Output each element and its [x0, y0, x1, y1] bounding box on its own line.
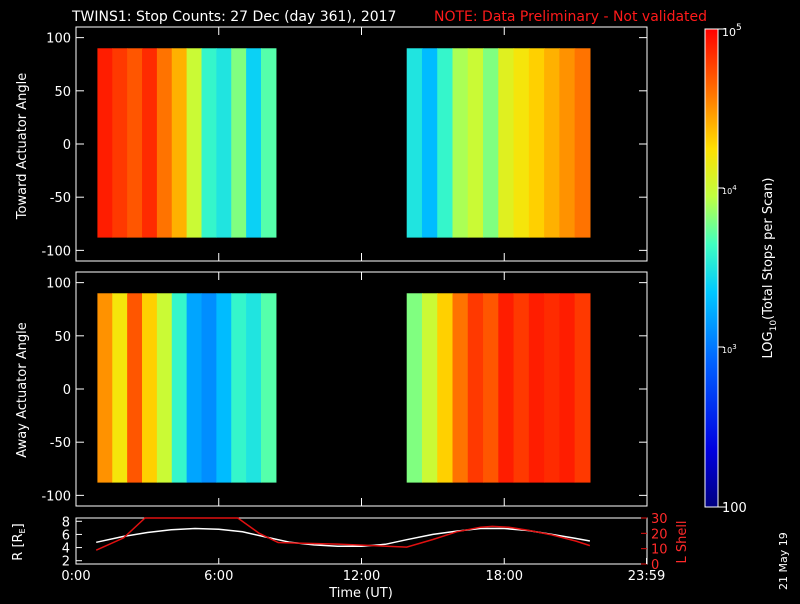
away-heatmap: [97, 293, 591, 483]
orbit-right-label: L Shell: [675, 520, 690, 563]
heatmap-cell: [112, 293, 128, 483]
side-date: 21 May 19: [777, 532, 790, 590]
heatmap-cell: [483, 48, 499, 238]
r-tick-label: 8: [62, 515, 70, 530]
heatmap-cell: [559, 293, 576, 483]
heatmap-cell: [231, 293, 247, 483]
toward-panel: 100 50 0 -50 -100 Toward Actuator Angle: [15, 26, 648, 262]
lshell-tick-label: 0: [651, 558, 659, 573]
heatmap-cell: [246, 48, 262, 238]
y-tick-label: -100: [41, 244, 71, 259]
heatmap-cell: [513, 48, 530, 238]
heatmap-cell: [127, 48, 143, 238]
y-tick-label: -50: [50, 436, 71, 451]
heatmap-cell: [97, 48, 113, 238]
heatmap-cell: [97, 293, 113, 483]
heatmap-cell: [421, 48, 438, 238]
heatmap-cell: [171, 293, 188, 483]
heatmap-cell: [186, 48, 203, 238]
heatmap-cell: [528, 48, 545, 238]
heatmap-cell: [452, 48, 469, 238]
heatmap-cell: [574, 293, 591, 483]
colorbar-mid-label: 104: [722, 184, 737, 196]
y-tick-label: 50: [54, 330, 71, 345]
heatmap-cell: [216, 293, 232, 483]
y-tick-label: -100: [41, 489, 71, 504]
time-tick-label: 0:00: [61, 569, 90, 584]
heatmap-cell: [574, 48, 591, 238]
lshell-line: [95, 517, 591, 551]
heatmap-cell: [559, 48, 576, 238]
heatmap-cell: [127, 293, 143, 483]
heatmap-cell: [201, 48, 217, 238]
toward-ylabel: Toward Actuator Angle: [15, 73, 30, 220]
colorbar-top-label: 105: [722, 23, 742, 39]
heatmap-cell: [406, 48, 423, 238]
heatmap-cell: [171, 48, 188, 238]
time-axis-label: Time (UT): [328, 586, 393, 600]
heatmap-cell: [452, 293, 469, 483]
heatmap-cell: [544, 293, 560, 483]
orbit-left-label: R [RE]: [11, 523, 27, 560]
heatmap-cell: [437, 293, 454, 483]
r-tick-label: 4: [62, 542, 70, 557]
heatmap-cell: [544, 48, 560, 238]
heatmap-cell: [467, 48, 484, 238]
away-ylabel: Away Actuator Angle: [15, 322, 30, 457]
heatmap-cell: [112, 48, 128, 238]
time-tick-label: 18:00: [486, 569, 523, 584]
heatmap-cell: [406, 293, 423, 483]
preliminary-note: NOTE: Data Preliminary - Not validated: [434, 9, 707, 25]
orbit-plot-area: [75, 517, 648, 565]
r-tick-label: 6: [62, 528, 70, 543]
time-tick-label: 6:00: [204, 569, 233, 584]
heatmap-cell: [421, 293, 438, 483]
colorbar-low-label: 103: [722, 343, 737, 355]
heatmap-cell: [260, 293, 277, 483]
y-tick-label: 50: [54, 85, 71, 100]
heatmap-cell: [156, 293, 173, 483]
colorbar-bottom-label: 100: [722, 501, 747, 516]
heatmap-cell: [528, 293, 545, 483]
heatmap-cell: [483, 293, 499, 483]
heatmap-cell: [142, 48, 158, 238]
y-tick-label: 100: [46, 32, 71, 47]
heatmap-cell: [216, 48, 232, 238]
radius-line: [96, 527, 591, 548]
away-panel: 100 50 0 -50 -100 Away Actuator Angle: [15, 271, 648, 507]
colorbar: 105 104 103 100 LOG10(Total Stops per Sc…: [704, 23, 779, 516]
colorbar-gradient: [704, 28, 719, 508]
heatmap-cell: [437, 48, 454, 238]
y-tick-label: 0: [63, 383, 71, 398]
time-tick-label: 23:59: [628, 569, 665, 584]
toward-heatmap: [97, 48, 591, 238]
heatmap-cell: [142, 293, 158, 483]
y-tick-label: 0: [63, 138, 71, 153]
heatmap-cell: [246, 293, 262, 483]
time-tick-label: 12:00: [343, 569, 380, 584]
heatmap-cell: [467, 293, 484, 483]
colorbar-label: LOG10(Total Stops per Scan): [761, 178, 779, 359]
lshell-tick-label: 20: [651, 527, 668, 542]
heatmap-cell: [260, 48, 277, 238]
r-tick-label: 2: [62, 555, 70, 570]
heatmap-cell: [186, 293, 203, 483]
lshell-tick-label: 30: [651, 512, 668, 527]
heatmap-cell: [513, 293, 530, 483]
lshell-tick-label: 10: [651, 543, 668, 558]
y-tick-label: -50: [50, 191, 71, 206]
heatmap-cell: [231, 48, 247, 238]
heatmap-cell: [201, 293, 217, 483]
heatmap-cell: [156, 48, 173, 238]
chart-title: TWINS1: Stop Counts: 27 Dec (day 361), 2…: [71, 9, 396, 25]
heatmap-cell: [498, 293, 515, 483]
y-tick-label: 100: [46, 277, 71, 292]
heatmap-cell: [498, 48, 515, 238]
